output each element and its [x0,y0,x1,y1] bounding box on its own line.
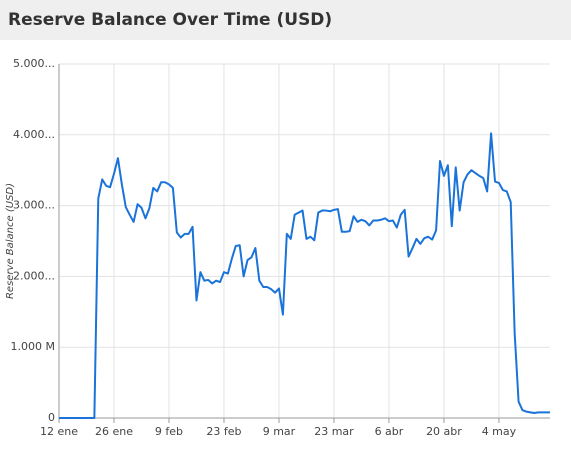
header [0,0,571,40]
x-tick-label: 9 feb [155,425,183,438]
x-tick-label: 23 feb [206,425,241,438]
x-tick-label: 23 mar [314,425,354,438]
data-line [59,132,550,419]
x-tick-label: 4 may [482,425,517,438]
x-tick-label: 9 mar [263,425,296,438]
chart-title: Reserve Balance Over Time (USD) [8,10,332,30]
y-tick-label: 1.000 M [11,340,55,353]
x-tick-label: 26 ene [95,425,133,438]
y-axis-label: Reserve Balance (USD) [5,183,16,299]
x-tick-label: 12 ene [40,425,78,438]
y-tick-label: 4.000... [13,128,55,141]
y-tick-label: 2.000... [13,269,55,282]
x-tick-label: 6 abr [375,425,404,438]
y-tick-label: 0 [48,411,55,424]
y-tick-label: 3.000... [13,199,55,212]
y-tick-label: 5.000... [13,57,55,70]
x-tick-label: 20 abr [426,425,462,438]
